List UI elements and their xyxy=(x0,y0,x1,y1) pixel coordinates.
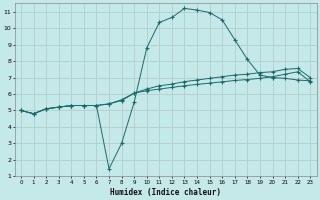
X-axis label: Humidex (Indice chaleur): Humidex (Indice chaleur) xyxy=(110,188,221,197)
